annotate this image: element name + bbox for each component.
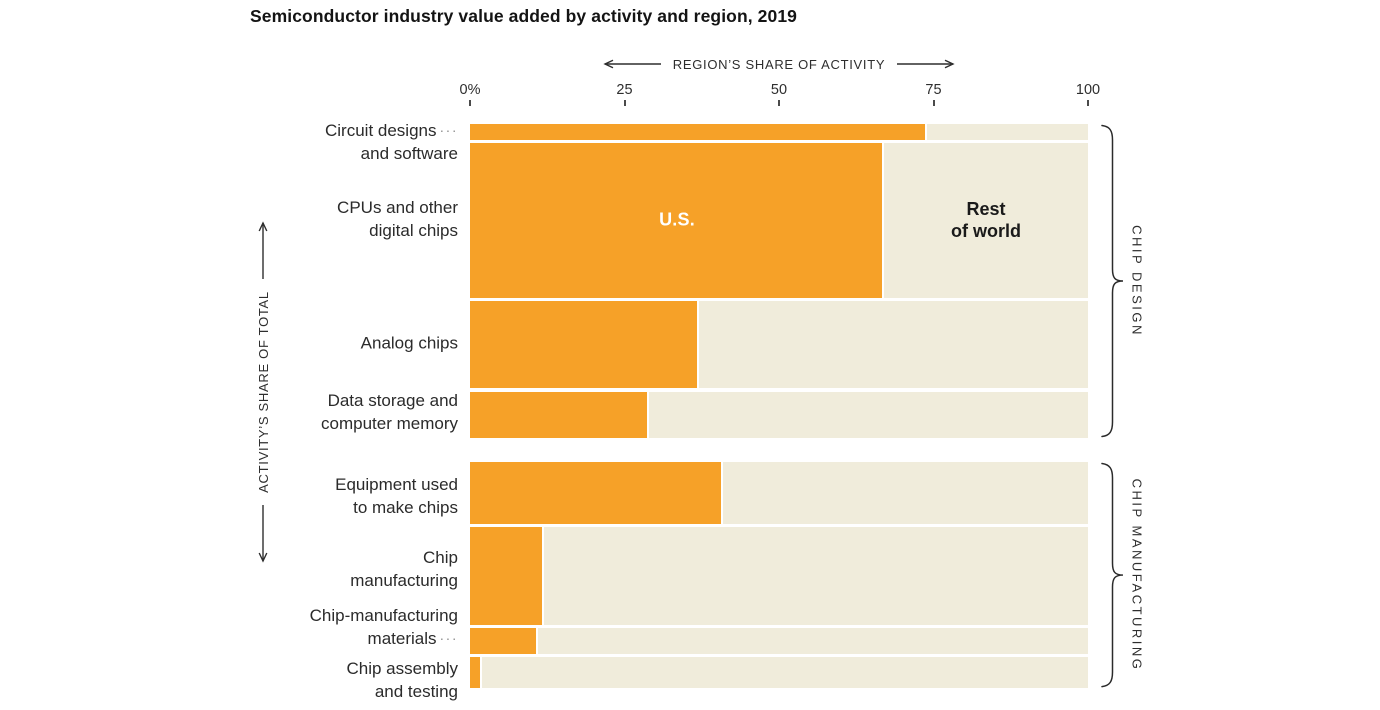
arrow-left-icon <box>603 59 661 69</box>
row-label-line: Chip-manufacturing <box>309 606 458 625</box>
x-axis-title: REGION’S SHARE OF ACTIVITY <box>672 56 886 72</box>
row-label-line: to make chips <box>353 498 458 517</box>
arrow-down-icon <box>258 504 268 563</box>
row-label-line: Chip <box>423 548 458 567</box>
us-share-segment <box>470 142 885 298</box>
row-label: Chip assembly and testing <box>347 657 459 703</box>
bar-row-3 <box>470 391 1088 439</box>
x-tick-label: 50 <box>770 82 788 98</box>
us-share-segment <box>470 300 699 389</box>
row-label: CPUs and other digital chips <box>337 196 458 242</box>
us-share-segment <box>470 391 650 439</box>
x-tick <box>932 100 935 106</box>
row-label-line: Equipment used <box>335 475 458 494</box>
rest-of-world-line2: of world <box>951 221 1022 242</box>
y-axis-title: ACTIVITY’S SHARE OF TOTAL <box>255 291 271 493</box>
bar-row-1 <box>470 142 1088 298</box>
row-label-line: materials <box>367 629 437 648</box>
rest-of-world-segment <box>927 124 1088 140</box>
us-share-segment <box>470 527 545 626</box>
row-label-line: and software <box>360 144 458 163</box>
bar-row-7 <box>470 657 1088 689</box>
x-tick <box>778 100 780 106</box>
us-region-label: U.S. <box>659 209 695 230</box>
row-label-line: CPUs and other <box>337 198 458 217</box>
bar-row-0 <box>470 124 1088 140</box>
row-label: Analog chips <box>361 332 458 355</box>
us-share-segment <box>470 124 928 140</box>
group-brace <box>1101 462 1124 688</box>
rest-of-world-segment <box>884 142 1088 298</box>
rest-of-world-line1: Rest <box>966 199 1006 220</box>
x-tick <box>623 100 626 106</box>
row-label-line: Chip assembly <box>346 659 459 678</box>
x-axis-header: REGION’S SHARE OF ACTIVITY <box>470 56 1088 72</box>
bar-row-5 <box>470 527 1088 626</box>
x-tick <box>469 100 471 106</box>
rest-of-world-segment <box>482 657 1088 689</box>
x-tick-label: 25 <box>616 82 633 98</box>
group-brace <box>1101 124 1124 438</box>
us-share-segment <box>470 628 538 655</box>
group-label: CHIP MANUFACTURING <box>1129 478 1145 672</box>
rest-of-world-segment <box>544 527 1088 626</box>
row-label: Chip manufacturing <box>350 546 458 592</box>
arrow-up-icon <box>258 221 268 280</box>
rest-of-world-segment <box>723 462 1088 525</box>
row-label-line: Circuit designs <box>325 121 437 140</box>
arrow-right-icon <box>897 59 955 69</box>
group-label: CHIP DESIGN <box>1129 225 1145 337</box>
row-label: Chip-manufacturing materials ··· <box>310 604 458 650</box>
row-label-line: Analog chips <box>360 333 458 353</box>
leader-dots: ··· <box>439 630 458 646</box>
row-label: Data storage and computer memory <box>321 389 458 435</box>
row-label: Equipment used to make chips <box>335 473 458 519</box>
rest-of-world-segment <box>649 391 1088 439</box>
x-tick <box>1087 100 1089 106</box>
x-tick-label: 0% <box>459 82 481 98</box>
us-share-segment <box>470 657 483 689</box>
row-label-line: and testing <box>374 682 458 701</box>
leader-dots: ··· <box>439 122 458 138</box>
row-label-line: computer memory <box>321 414 458 433</box>
row-label: Circuit designs ··· and software <box>325 119 458 165</box>
row-label-line: digital chips <box>369 221 458 240</box>
bar-row-2 <box>470 300 1088 389</box>
x-tick-label: 100 <box>1075 82 1101 98</box>
x-tick-label: 75 <box>925 82 942 98</box>
rest-of-world-segment <box>537 628 1088 655</box>
us-share-segment <box>470 462 724 525</box>
rest-of-world-label: Rest of world <box>951 198 1021 242</box>
y-axis-label-group: ACTIVITY’S SHARE OF TOTAL <box>255 221 271 563</box>
chart-title: Semiconductor industry value added by ac… <box>250 6 798 26</box>
bar-row-6 <box>470 628 1088 655</box>
bar-row-4 <box>470 462 1088 525</box>
rest-of-world-segment <box>698 300 1088 389</box>
row-label-line: Data storage and <box>327 391 458 410</box>
row-label-line: manufacturing <box>350 571 458 590</box>
